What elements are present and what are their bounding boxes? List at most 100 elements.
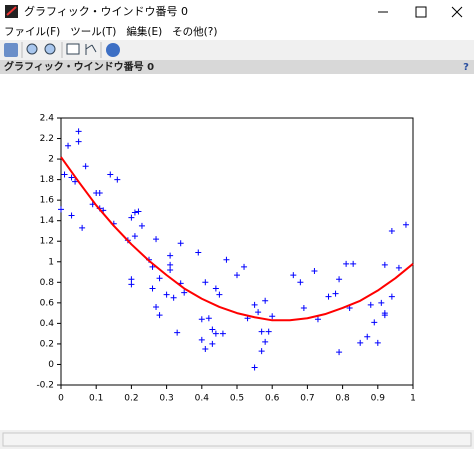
scatter-point	[374, 339, 381, 346]
menu-item[interactable]: ツール(T)	[70, 26, 116, 38]
tool-window[interactable]	[66, 43, 80, 55]
scatter-point	[68, 174, 75, 181]
scatter-point	[378, 299, 385, 306]
scatter-point	[402, 221, 409, 228]
scatter-point	[212, 330, 219, 337]
x-tick-label: 0.3	[159, 394, 173, 404]
menu-item[interactable]: 編集(E)	[126, 25, 162, 38]
scatter-point	[202, 279, 209, 286]
scatter-point	[251, 301, 258, 308]
window-title: グラフィック・ウインドウ番号 0	[24, 4, 188, 18]
scatter-point	[258, 348, 265, 355]
y-tick-label: 1.8	[40, 175, 55, 185]
scatter-point	[388, 227, 395, 234]
y-tick-label: 2	[48, 155, 54, 165]
scatter-point	[262, 297, 269, 304]
y-tick-label: 1.6	[40, 196, 55, 206]
scatter-point	[205, 315, 212, 322]
y-tick-label: 0.8	[40, 278, 55, 288]
toolbar-icons	[4, 42, 120, 58]
x-tick-label: 0.4	[195, 394, 210, 404]
scatter-point	[332, 290, 339, 297]
scatter-point	[177, 240, 184, 247]
scatter-point	[381, 310, 388, 317]
panel-header	[0, 60, 474, 74]
x-tick-label: 0	[58, 394, 64, 404]
scatter-point	[131, 233, 138, 240]
scatter-point	[96, 189, 103, 196]
x-tick-label: 0.9	[371, 394, 386, 404]
scatter-point	[195, 249, 202, 256]
scatter-point	[75, 128, 82, 135]
scatter-point	[163, 291, 170, 298]
fit-curve	[60, 156, 414, 322]
scatter-point	[131, 209, 138, 216]
menu-item[interactable]: その他(?)	[172, 25, 217, 38]
scatter-point	[336, 349, 343, 356]
scatter-point	[216, 291, 223, 298]
scatter-point	[128, 276, 135, 283]
menu-item[interactable]: ファイル(F)	[4, 26, 60, 38]
scatter-point	[138, 222, 145, 229]
maximize-button[interactable]	[415, 6, 427, 18]
scatter-point	[202, 346, 209, 353]
panel-help[interactable]: ?	[463, 62, 469, 73]
x-tick-label: 0.6	[265, 394, 280, 404]
scatter-point	[371, 319, 378, 326]
x-tick-label: 0.8	[335, 394, 350, 404]
scatter-point	[290, 272, 297, 279]
y-tick-label: 0	[48, 360, 54, 370]
menu-bar	[0, 24, 474, 40]
scatter-point	[135, 208, 142, 215]
scatter-point	[181, 289, 188, 296]
scatter-point	[209, 326, 216, 333]
scatter-point	[149, 285, 156, 292]
y-tick-label: 2.2	[40, 134, 54, 144]
tool-rotate[interactable]	[4, 43, 18, 57]
y-tick-label: 0.6	[40, 298, 55, 308]
tool-zoom-out[interactable]	[44, 43, 56, 55]
scatter-point	[297, 279, 304, 286]
scatter-point	[336, 276, 343, 283]
scatter-point	[153, 303, 160, 310]
y-tick-label: 1.4	[40, 216, 55, 226]
scatter-point	[170, 294, 177, 301]
y-tick-label: 1	[48, 257, 54, 267]
toolbar	[0, 40, 474, 60]
scatter-point	[223, 256, 230, 263]
scatter-point	[388, 293, 395, 300]
scatter-point	[114, 176, 121, 183]
scatter-point	[167, 252, 174, 259]
scatter-point	[156, 312, 163, 319]
scatter-point	[174, 329, 181, 336]
tool-datatip[interactable]	[85, 44, 97, 55]
scatter-point	[251, 364, 258, 371]
tool-zoom-in[interactable]	[26, 43, 38, 55]
scatter-point	[75, 138, 82, 145]
scatter-point	[364, 333, 371, 340]
scatter-point	[58, 206, 64, 213]
x-tick-label: 1	[410, 394, 416, 404]
scatter-point	[167, 261, 174, 268]
scatter-point	[72, 178, 79, 185]
status-field	[2, 432, 472, 447]
scatter-point	[241, 263, 248, 270]
scatter-point	[107, 171, 114, 178]
tool-help[interactable]	[106, 43, 120, 57]
y-tick-label: 1.2	[40, 237, 54, 247]
scatter-point	[311, 268, 318, 275]
scatter-point	[265, 328, 272, 335]
scatter-point	[209, 340, 216, 347]
scatter-point	[153, 236, 160, 243]
x-tick-label: 0.5	[230, 394, 244, 404]
scatter-point	[357, 339, 364, 346]
scatter-point	[300, 304, 307, 311]
scatter-point	[255, 309, 262, 316]
close-button[interactable]	[451, 6, 463, 18]
scatter-point	[68, 212, 75, 219]
app-icon-mark	[6, 6, 17, 16]
scatter-point	[262, 338, 269, 345]
y-tick-label: 0.4	[40, 319, 55, 329]
scatter-point	[128, 281, 135, 288]
